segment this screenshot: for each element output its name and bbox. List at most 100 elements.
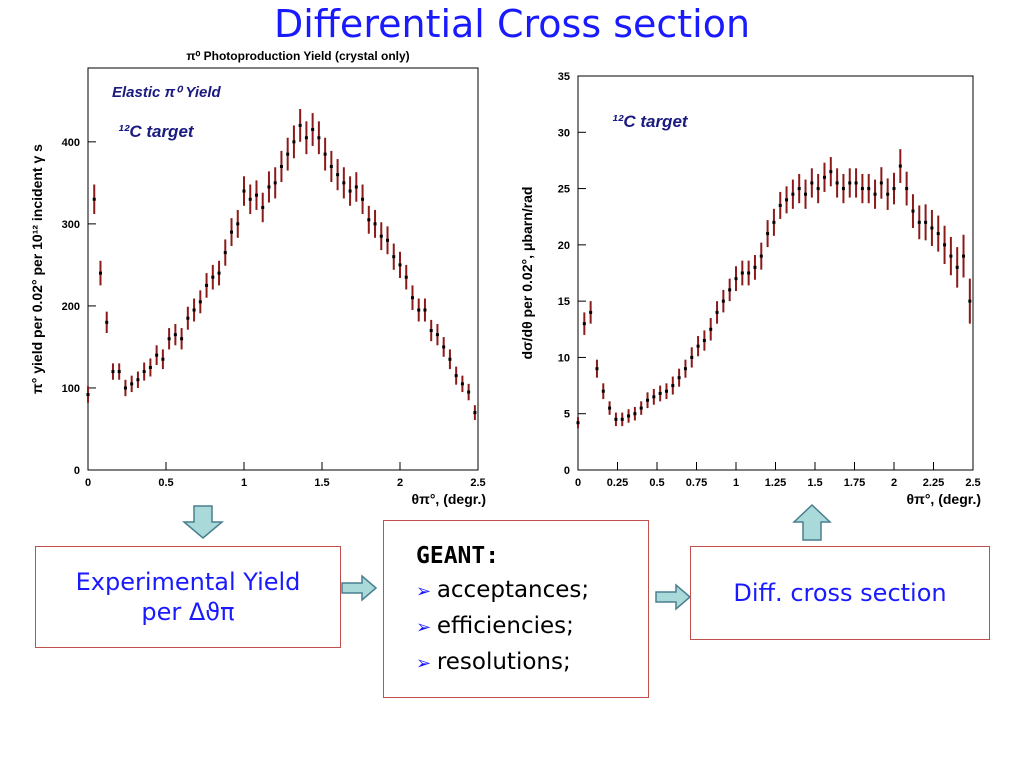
data-point (835, 181, 839, 185)
data-point (267, 185, 271, 189)
data-point (180, 337, 184, 341)
bullet: ➢ (416, 617, 437, 638)
data-point (429, 329, 433, 333)
data-point (898, 164, 902, 168)
data-point (254, 193, 258, 197)
data-point (367, 218, 371, 222)
x-tick-label: 2 (397, 477, 403, 489)
data-point (217, 271, 221, 275)
y-axis-label: π° yield per 0.02° per 10¹² incident γ s (29, 144, 45, 394)
data-point (721, 299, 725, 303)
data-point (336, 173, 340, 177)
bullet: ➢ (416, 653, 437, 674)
item-text: resolutions; (436, 649, 571, 675)
data-point (392, 255, 396, 259)
data-point (373, 222, 377, 226)
arrow-right (655, 583, 692, 611)
y-tick-label: 10 (558, 352, 570, 364)
data-point (671, 384, 675, 388)
data-point (348, 189, 352, 193)
data-point (614, 417, 618, 421)
data-point (785, 198, 789, 202)
data-point (633, 412, 637, 416)
list-item: ➢ acceptances; (416, 573, 648, 609)
y-tick-label: 20 (558, 240, 570, 252)
data-point (223, 251, 227, 255)
data-point (354, 185, 358, 189)
data-point (955, 265, 959, 269)
data-point (136, 378, 140, 382)
data-point (273, 181, 277, 185)
data-point (652, 395, 656, 399)
x-tick-label: 0 (575, 477, 581, 489)
data-point (467, 390, 471, 394)
data-point (766, 232, 770, 236)
chart-right: 0 0.25 0.5 0.75 1 1.25 1.5 1.75 2 2.25 2.5 0 5 10 15 20… (519, 71, 981, 507)
x-axis-label: θπ°, (degr.) (412, 491, 486, 507)
data-point (361, 197, 365, 201)
data-point (829, 170, 833, 174)
y-axis-label: dσ/dθ per 0.02°, μbarn/rad (519, 187, 535, 360)
data-point (601, 389, 605, 393)
data-point (728, 288, 732, 292)
data-point (192, 308, 196, 312)
y-tick-label: 300 (62, 219, 80, 231)
data-point (905, 187, 909, 191)
data-point (242, 189, 246, 193)
data-point (683, 367, 687, 371)
data-point (873, 192, 877, 196)
data-point (576, 421, 580, 425)
x-tick-label: 1.75 (844, 477, 865, 489)
y-tick-label: 400 (62, 137, 80, 149)
data-point (892, 187, 896, 191)
item-text: acceptances; (436, 577, 590, 603)
data-point (386, 238, 390, 242)
x-tick-label: 0.5 (649, 477, 664, 489)
y-tick-label: 15 (558, 296, 570, 308)
data-point (962, 254, 966, 258)
x-tick-label: 1.5 (807, 477, 822, 489)
data-point (589, 310, 593, 314)
geant-box: GEANT: ➢ acceptances; ➢ efficiencies; ➢ … (383, 520, 649, 698)
data-point (454, 374, 458, 378)
data-point (161, 357, 165, 361)
item-text: efficiencies; (436, 613, 574, 639)
box-text: Experimental Yield (75, 568, 301, 596)
y-tick-label: 5 (564, 409, 570, 421)
data-point (772, 220, 776, 224)
data-point (968, 299, 972, 303)
y-tick-label: 35 (558, 71, 570, 83)
x-tick-label: 0 (85, 477, 91, 489)
data-point (917, 220, 921, 224)
data-point (261, 205, 265, 209)
data-point (582, 322, 586, 326)
data-point (186, 316, 190, 320)
data-point (435, 333, 439, 337)
data-point (98, 271, 102, 275)
data-point (342, 181, 346, 185)
data-point (311, 128, 315, 132)
data-point (595, 367, 599, 371)
data-point (460, 382, 464, 386)
data-point (248, 197, 252, 201)
data-point (448, 357, 452, 361)
annotation: Elastic π⁰ Yield (112, 84, 222, 101)
data-point (473, 411, 477, 415)
y-tick-label: 0 (74, 465, 80, 477)
data-point (696, 344, 700, 348)
data-point (423, 308, 427, 312)
data-point (860, 187, 864, 191)
data-point (286, 152, 290, 156)
data-point (608, 406, 612, 410)
chart-left: 0 0.5 1 1.5 2 2.5 0 100 200 300 400 π⁰ Photoproduct… (29, 49, 486, 507)
data-point (911, 209, 915, 213)
result-box: Diff. cross section (690, 546, 990, 640)
data-point (816, 187, 820, 191)
slide-title: Differential Cross section (273, 2, 751, 46)
x-tick-label: 1.5 (314, 477, 329, 489)
x-tick-label: 1 (241, 477, 247, 489)
data-point (797, 187, 801, 191)
data-point (822, 175, 826, 179)
data-point (804, 192, 808, 196)
data-point (205, 283, 209, 287)
